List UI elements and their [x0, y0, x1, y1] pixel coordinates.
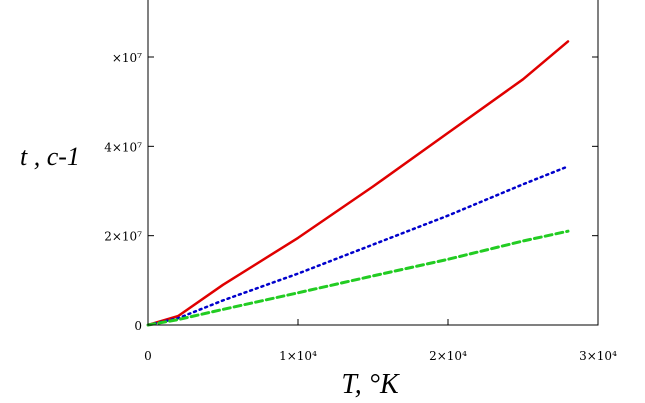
plot-frame	[147, 0, 599, 326]
x-tick-label: 3×10⁴	[579, 349, 617, 363]
y-tick-label: 4×10⁷	[104, 140, 142, 154]
series-line-1	[146, 40, 570, 327]
y-tick-label: 0	[134, 319, 142, 333]
tick-labels: 0 1×10⁴ 2×10⁴ 3×10⁴ 0 2×10⁷ 4×10⁷ ×10⁷	[104, 51, 617, 363]
series-line-3	[146, 229, 570, 327]
x-tick-label: 0	[144, 349, 152, 363]
axis-ticks	[147, 56, 599, 326]
x-tick-label: 1×10⁴	[279, 349, 317, 363]
x-tick-label: 2×10⁴	[429, 349, 467, 363]
series-line-2	[146, 165, 570, 327]
series-layer	[146, 40, 570, 327]
y-axis-title: t , c-1	[20, 142, 80, 171]
x-axis-title: T, °K	[341, 369, 400, 400]
y-tick-label: ×10⁷	[112, 51, 142, 65]
y-tick-label: 2×10⁷	[104, 230, 142, 244]
